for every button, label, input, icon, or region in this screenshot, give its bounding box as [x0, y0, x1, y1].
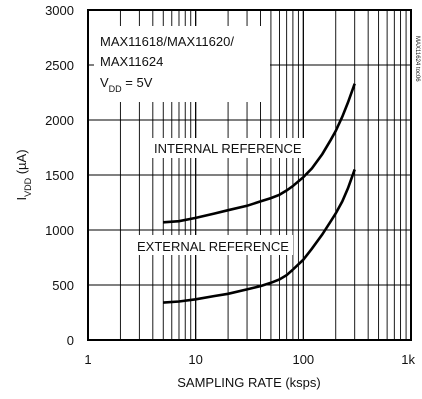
legend-vdd-main: V	[100, 75, 109, 90]
legend-vdd: VDD = 5V	[100, 75, 153, 94]
x-tick-label: 1	[84, 352, 91, 367]
y-tick-labels: 0 500 1000 1500 2000 2500 3000	[45, 3, 74, 348]
y-axis-title-main: I	[14, 197, 29, 201]
x-tick-label: 1k	[401, 352, 415, 367]
series-line-external-reference	[163, 169, 356, 304]
y-tick-label: 3000	[45, 3, 74, 18]
series-label-external-bg	[133, 235, 293, 255]
legend-vdd-sub: DD	[109, 84, 122, 94]
y-tick-label: 2000	[45, 113, 74, 128]
series-label-external-text: EXTERNAL REFERENCE	[137, 239, 289, 254]
y-axis-title: IVDD (µA)	[14, 149, 33, 200]
y-tick-label: 1000	[45, 223, 74, 238]
series-label-internal: INTERNAL REFERENCE	[150, 138, 306, 158]
y-axis-title-unit: (µA)	[14, 149, 29, 177]
legend-background	[94, 26, 270, 102]
legend-vdd-value: = 5V	[122, 75, 153, 90]
series-label-external: EXTERNAL REFERENCE	[133, 235, 293, 255]
y-tick-label: 1500	[45, 168, 74, 183]
chart-code-label: MAX11624 toc06	[414, 36, 420, 82]
plot-border	[87, 9, 412, 341]
x-axis-title: SAMPLING RATE (ksps)	[177, 375, 321, 390]
series-line-internal-reference	[163, 83, 356, 224]
y-tick-label: 2500	[45, 58, 74, 73]
x-tick-labels: 1 10 100 1k	[84, 352, 415, 367]
legend-line-1: MAX11618/MAX11620/	[100, 34, 234, 49]
legend-box: MAX11618/MAX11620/ MAX11624 VDD = 5V	[94, 26, 270, 102]
legend-line-2: MAX11624	[100, 54, 163, 69]
y-tick-label: 0	[67, 333, 74, 348]
series-label-internal-text: INTERNAL REFERENCE	[154, 141, 302, 156]
y-tick-label: 500	[52, 278, 74, 293]
x-tick-label: 100	[292, 352, 314, 367]
y-axis-title-sub: VDD	[23, 177, 33, 197]
series-label-internal-bg	[150, 138, 306, 158]
x-tick-label: 10	[188, 352, 202, 367]
